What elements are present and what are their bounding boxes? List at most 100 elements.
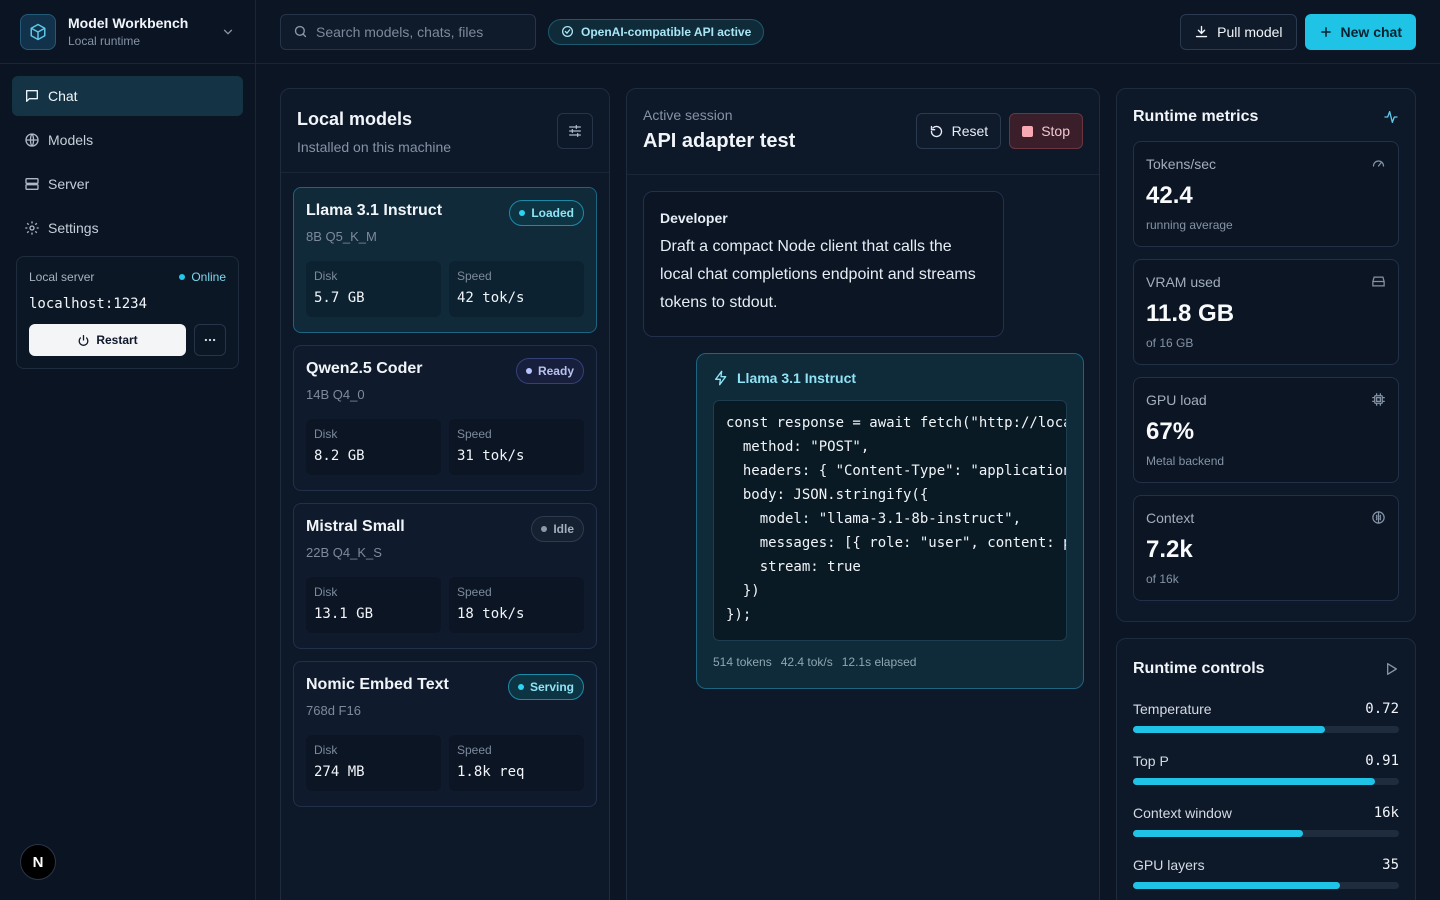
model-name: Mistral Small (306, 518, 405, 535)
message-role: Developer (660, 210, 728, 226)
plus-icon (1319, 25, 1333, 39)
pull-model-button[interactable]: Pull model (1180, 13, 1297, 50)
download-icon (1194, 24, 1209, 39)
model-card[interactable]: Qwen2.5 Coder 14B Q4_0 Ready Disk 8.2 GB … (293, 345, 597, 491)
chevron-down-icon[interactable] (221, 25, 235, 39)
model-quant: 768d F16 (306, 703, 361, 718)
gpu-layers-slider[interactable] (1133, 882, 1399, 889)
more-options-button[interactable] (194, 324, 226, 356)
check-circle-icon (561, 25, 574, 38)
speed-stat: Speed 18 tok/s (449, 577, 584, 633)
lightning-icon (713, 370, 729, 386)
model-name: Llama 3.1 Instruct (306, 202, 443, 219)
model-name: Qwen2.5 Coder (306, 360, 423, 377)
play-icon[interactable] (1383, 661, 1399, 677)
control-value: 0.72 (1365, 701, 1399, 717)
speed-stat: Speed 1.8k req (449, 735, 584, 791)
panel-subtitle: Installed on this machine (297, 139, 452, 155)
search-box[interactable] (280, 13, 536, 50)
chat-session-panel: Active session API adapter test Reset St… (626, 88, 1100, 900)
filter-button[interactable] (557, 113, 593, 149)
developer-message: Developer Draft a compact Node client th… (643, 191, 1004, 337)
metric-value: 42.4 (1146, 182, 1193, 209)
stop-icon (1022, 125, 1034, 137)
control-value: 16k (1373, 805, 1399, 821)
status-dot-icon (179, 274, 186, 280)
disk-stat: Disk 5.7 GB (306, 261, 441, 317)
model-card[interactable]: Llama 3.1 Instruct 8B Q5_K_M Loaded Disk… (293, 187, 597, 333)
disk-stat: Disk 8.2 GB (306, 419, 441, 475)
avatar[interactable]: N (20, 844, 56, 880)
workspace-switcher[interactable]: Model Workbench Local runtime (0, 0, 255, 64)
server-status-badge: Online (179, 270, 226, 284)
power-icon (77, 334, 90, 347)
assistant-message: Llama 3.1 Instruct const response = awai… (696, 353, 1084, 689)
chat-icon (24, 88, 40, 104)
temperature-slider[interactable] (1133, 726, 1399, 733)
search-input[interactable] (316, 23, 516, 40)
metric-value: 67% (1146, 418, 1195, 445)
context-window-control: Context window 16k (1133, 805, 1399, 837)
globe-icon (24, 132, 40, 148)
sidebar-item-label: Server (48, 176, 90, 192)
gpu-layers-control: GPU layers 35 (1133, 857, 1399, 889)
assistant-model-name: Llama 3.1 Instruct (737, 370, 857, 386)
server-label: Local server (29, 270, 95, 284)
local-server-card: Local server Online localhost:1234 Resta… (16, 256, 239, 369)
session-title: API adapter test (643, 130, 796, 152)
sidebar-item-label: Settings (48, 220, 99, 236)
sidebar-item-label: Chat (48, 88, 78, 104)
speed-stat: Speed 31 tok/s (449, 419, 584, 475)
cube-logo-icon (20, 13, 56, 50)
model-name: Nomic Embed Text (306, 676, 449, 693)
local-models-panel: Local models Installed on this machine L… (280, 88, 610, 900)
model-card[interactable]: Mistral Small 22B Q4_K_S Idle Disk 13.1 G… (293, 503, 597, 649)
status-badge: Loaded (509, 200, 584, 226)
metric-card-tokens: Tokens/sec 42.4 running average (1133, 141, 1399, 247)
ellipsis-icon (203, 333, 217, 347)
session-eyebrow: Active session (643, 107, 733, 123)
model-quant: 14B Q4_0 (306, 387, 365, 402)
temperature-control: Temperature 0.72 (1133, 701, 1399, 733)
context-window-slider[interactable] (1133, 830, 1399, 837)
restart-button[interactable]: Restart (29, 324, 186, 356)
topbar: OpenAI-compatible API active Pull model … (256, 0, 1440, 64)
new-chat-button[interactable]: New chat (1304, 13, 1416, 50)
disk-stat: Disk 274 MB (306, 735, 441, 791)
activity-icon (1383, 109, 1399, 125)
api-status-badge: OpenAI-compatible API active (548, 18, 765, 45)
gear-icon (24, 220, 40, 236)
message-text: Draft a compact Node client that calls t… (660, 238, 976, 311)
control-value: 35 (1382, 857, 1399, 873)
control-value: 0.91 (1365, 753, 1399, 769)
model-quant: 8B Q5_K_M (306, 229, 377, 244)
token-count: 514 tokens (713, 655, 772, 669)
code-block[interactable]: const response = await fetch("http://loc… (713, 400, 1067, 641)
panel-title: Runtime metrics (1133, 108, 1259, 125)
reset-button[interactable]: Reset (915, 113, 1002, 149)
panel-title: Local models (297, 109, 413, 129)
metric-card-vram: VRAM used 11.8 GB of 16 GB (1133, 259, 1399, 365)
elapsed-time: 12.1s elapsed (841, 655, 917, 669)
token-rate: 42.4 tok/s (780, 655, 833, 669)
model-card[interactable]: Nomic Embed Text 768d F16 Serving Disk 27… (293, 661, 597, 807)
metric-value: 11.8 GB (1146, 300, 1235, 327)
disk-stat: Disk 13.1 GB (306, 577, 441, 633)
metric-value: 7.2k (1146, 536, 1193, 563)
server-icon (24, 176, 40, 192)
top-p-slider[interactable] (1133, 778, 1399, 785)
sliders-icon (567, 123, 583, 139)
search-icon (293, 24, 308, 39)
runtime-controls-panel: Runtime controls Temperature 0.72 Top P 0.… (1116, 638, 1416, 900)
sidebar-item-chat[interactable]: Chat (12, 76, 243, 116)
sidebar-nav: Chat Models Server Settings (0, 64, 255, 248)
sidebar-item-models[interactable]: Models (12, 120, 243, 160)
app-name: Model Workbench (68, 14, 189, 31)
reset-icon (929, 124, 944, 139)
sidebar-item-settings[interactable]: Settings (12, 208, 243, 248)
app-subtitle: Local runtime (68, 33, 141, 48)
sidebar-item-server[interactable]: Server (12, 164, 243, 204)
server-host: localhost:1234 (29, 296, 148, 312)
sidebar: Model Workbench Local runtime Chat Model… (0, 0, 256, 900)
stop-button[interactable]: Stop (1009, 113, 1083, 149)
